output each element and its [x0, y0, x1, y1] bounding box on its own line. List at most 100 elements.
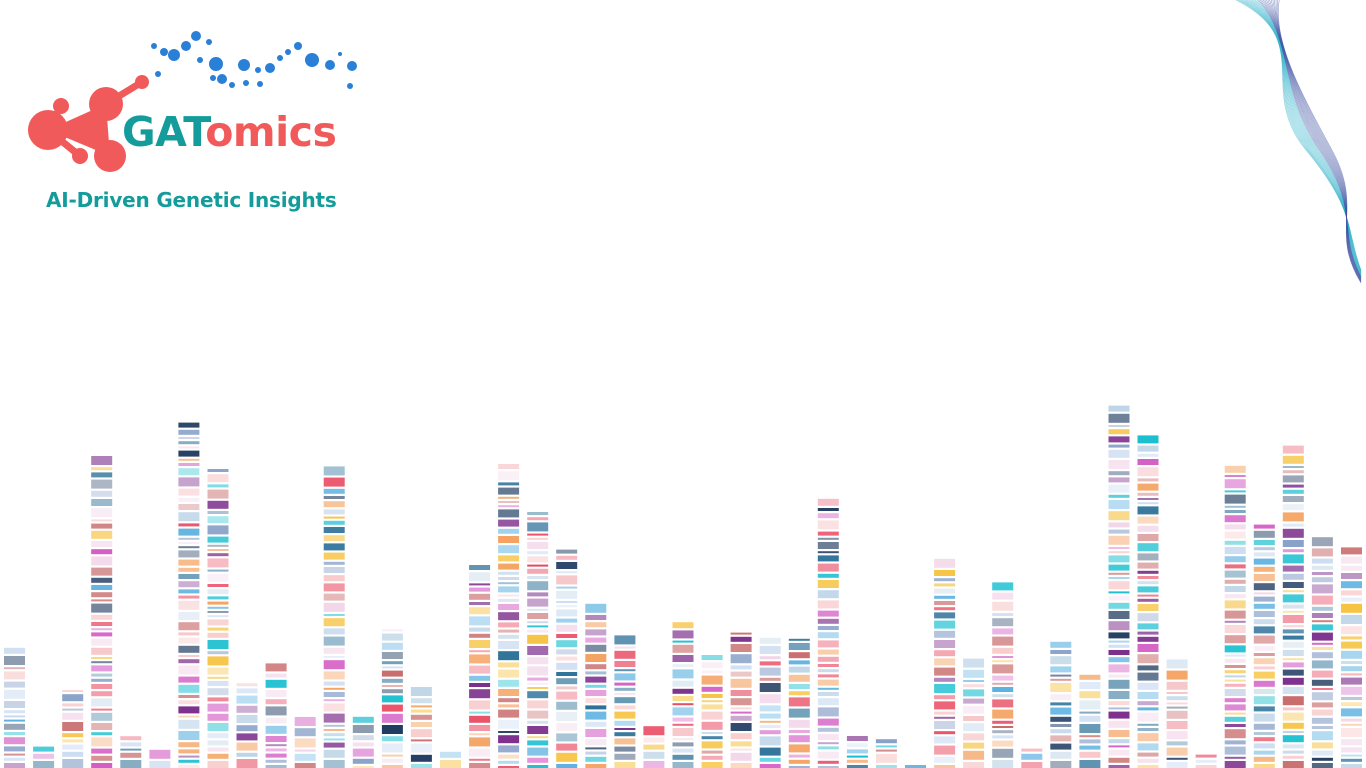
dna-band [817, 718, 839, 726]
dna-band [265, 759, 287, 763]
dna-band [323, 687, 345, 690]
dna-band [1224, 540, 1246, 545]
dna-band [236, 688, 258, 694]
dna-band [817, 687, 839, 690]
dna-band [1108, 730, 1130, 737]
dna-band [1021, 748, 1043, 752]
dna-band [323, 543, 345, 551]
dna-band [527, 598, 549, 607]
dna-band [4, 681, 25, 688]
dna-band [1311, 757, 1333, 761]
dna-band [1253, 547, 1275, 551]
dna-band [1137, 445, 1159, 452]
dna-band [265, 706, 287, 716]
dna-band [4, 737, 25, 745]
dna-band [1341, 673, 1362, 676]
dna-band [178, 637, 200, 644]
dna-band [672, 622, 694, 629]
dna-band [1341, 723, 1362, 726]
dna-band [207, 676, 229, 679]
dna-band [1166, 731, 1188, 740]
dna-band [817, 537, 839, 540]
dna-band [672, 669, 694, 679]
dna-band [788, 719, 810, 728]
dna-band [1224, 465, 1246, 473]
dna-band [178, 659, 200, 664]
dna-band [498, 464, 520, 469]
dna-band [934, 640, 956, 648]
dna-band [62, 703, 84, 707]
dna-band [701, 670, 723, 674]
gatomics-logo: GATomics AI-Driven Genetic Insights [18, 28, 368, 218]
dna-band [934, 684, 956, 693]
dna-band [1108, 429, 1130, 435]
dna-band [701, 694, 723, 698]
dna-band [1282, 744, 1304, 749]
dna-band [1253, 530, 1275, 538]
dna-band [207, 703, 229, 712]
dna-band [294, 753, 316, 761]
dna-band [1079, 735, 1101, 738]
dna-band [207, 484, 229, 488]
dna-band [207, 740, 229, 746]
dna-band [1166, 702, 1188, 705]
dna-band [469, 593, 491, 600]
dna-band [352, 758, 374, 764]
dna-band [846, 765, 868, 768]
dna-band [1050, 678, 1072, 681]
dna-band [381, 678, 403, 683]
dna-band [91, 472, 113, 478]
dna-band [1224, 610, 1246, 619]
dna-band [1137, 453, 1159, 457]
dna-band [934, 650, 956, 657]
dna-band [1341, 661, 1362, 664]
dna-band [527, 646, 549, 655]
dna-band [1137, 525, 1159, 532]
dna-band [817, 551, 839, 554]
dna-band [1253, 619, 1275, 625]
dna-band [1282, 755, 1304, 759]
dna-band [846, 759, 868, 763]
dna-band [556, 601, 578, 603]
dna-band [1108, 611, 1130, 619]
dna-band [759, 646, 781, 654]
dna-band [730, 741, 752, 747]
dna-band [498, 482, 520, 486]
dna-band [498, 519, 520, 527]
dna-band [643, 751, 665, 759]
dna-band [1137, 435, 1159, 444]
dna-band [498, 598, 520, 602]
dna-band [1311, 572, 1333, 575]
dna-band [1253, 732, 1275, 735]
dna-band [178, 463, 200, 466]
dna-band [1253, 635, 1275, 644]
dna-band [1137, 598, 1159, 602]
dna-band [527, 556, 549, 563]
dna-band [701, 755, 723, 760]
dna-band [1224, 658, 1246, 663]
dna-band [1253, 764, 1275, 768]
dna-band [1137, 707, 1159, 711]
dna-band [1224, 635, 1246, 644]
dna-band [875, 745, 897, 748]
dna-band [1341, 641, 1362, 649]
dna-band [1050, 674, 1072, 677]
dna-band [1253, 743, 1275, 749]
dna-band [614, 746, 636, 752]
dna-band [294, 728, 316, 737]
dna-band [62, 744, 84, 750]
dna-band [1137, 594, 1159, 597]
dna-band [1108, 691, 1130, 699]
dna-band [1137, 576, 1159, 579]
dna-band [410, 709, 432, 713]
dna-band [352, 735, 374, 741]
dna-band [1282, 735, 1304, 743]
dna-band [469, 711, 491, 714]
dna-band [294, 763, 316, 768]
dna-band [207, 632, 229, 638]
dna-band [294, 738, 316, 748]
dna-band [1282, 523, 1304, 527]
dna-band [1311, 595, 1333, 605]
dna-band [585, 603, 607, 613]
dna-band [614, 673, 636, 681]
